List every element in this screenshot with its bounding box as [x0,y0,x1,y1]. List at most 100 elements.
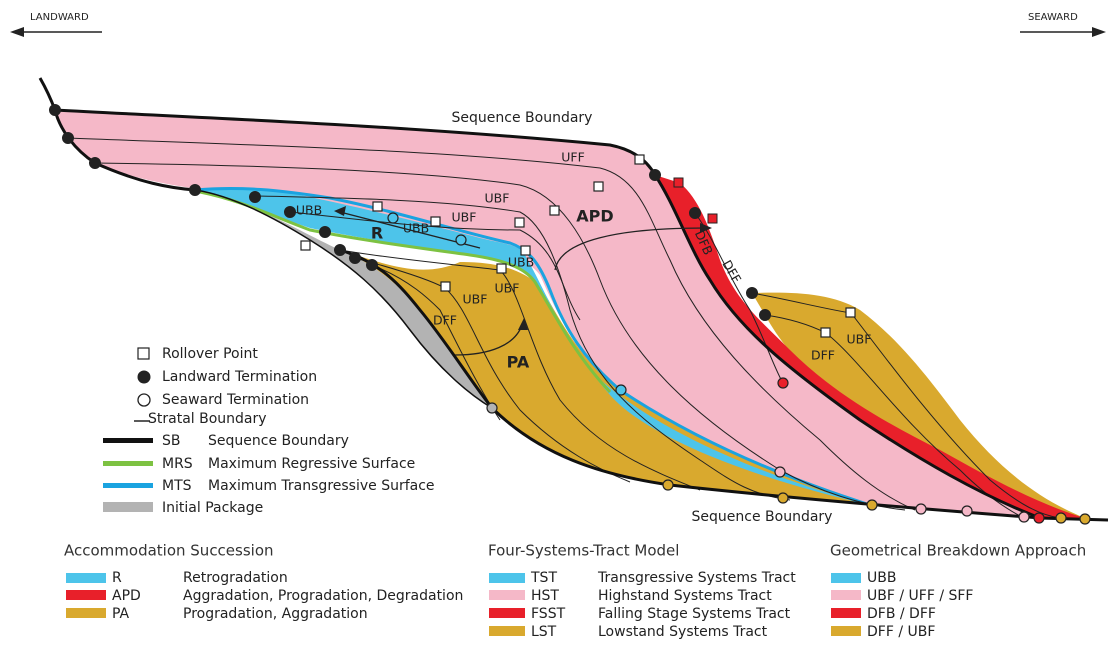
landward-termination [689,207,701,219]
seaward-termination [1055,512,1067,524]
stratal-line [289,211,581,321]
seaward-termination [662,479,674,491]
seaward-termination [915,503,927,515]
legend-text: Lowstand Systems Tract [598,624,768,640]
legend-text: Maximum Transgressive Surface [208,478,435,494]
legend-swatch [831,626,861,636]
rollover-point [845,307,856,318]
surface-label: Sequence Boundary [692,509,833,525]
stratal-line [354,257,631,483]
geometry-label: DFF [811,348,835,363]
rollover-point [514,217,525,228]
arrow-head [518,318,528,330]
seaward-termination [1079,513,1091,525]
sequence-boundary [339,248,1041,520]
landward-termination [249,191,261,203]
legend-text: Highstand Systems Tract [598,588,772,604]
direction-label: SEAWARD [1028,12,1078,23]
seaward-terminations [387,212,1091,525]
legend-symbol [137,370,151,384]
seaward-termination [387,212,399,224]
seaward-termination [486,402,498,414]
legend-text: Initial Package [162,500,263,516]
stratal-line [371,264,501,421]
seaward-termination [455,234,467,246]
legend-text: Progradation, Aggradation [183,606,368,622]
seaward-termination [1018,511,1030,523]
rollover-point [820,327,831,338]
seaward-termination [961,505,973,517]
diagram-labels: Sequence Boundary UFF UBF UBF UBB UBB R … [296,110,872,525]
seaward-termination [774,466,786,478]
landward-termination [649,169,661,181]
arrow-head [10,27,24,37]
legend-code: DFB / DFF [867,606,936,622]
arrow-head [1092,27,1106,37]
landward-termination [189,184,201,196]
rollover-point [372,201,383,212]
legend-swatch [66,573,106,583]
seaward-termination [1033,512,1045,524]
legend-swatch [489,590,525,600]
legend-text: Retrogradation [183,570,288,586]
legend-text: Sequence Boundary [208,433,349,449]
rollover-point [634,154,645,165]
legend-symbol [137,393,151,407]
legend-code: HST [531,588,559,604]
mts-surface [194,186,871,507]
rollover-point [707,213,718,224]
surface-label: Sequence Boundary [452,110,593,126]
landward-termination [759,309,771,321]
rollover-point [300,240,311,251]
succession-label: APD [576,207,613,226]
legend-code: PA [112,606,130,622]
legend-text: Aggradation, Progradation, Degradation [183,588,463,604]
succession-label: R [371,224,383,243]
legend-swatch [489,626,525,636]
rollover-points [300,154,856,338]
landward-termination [284,206,296,218]
rollover-point [430,216,441,227]
landward-termination [319,226,331,238]
landward-termination [746,287,758,299]
geometry-label: UBB [508,255,534,270]
legend-swatch [831,590,861,600]
legend-text: Rollover Point [162,346,258,362]
rollover-point [549,205,560,216]
arrow [454,324,523,356]
stratal-line [694,212,784,384]
legend-text: Falling Stage Systems Tract [598,606,791,622]
legend-symbol [103,438,153,443]
legend-code: UBF / UFF / SFF [867,588,973,604]
legend-symbol [103,502,153,512]
legend-symbol [137,347,150,360]
legend-swatch [831,608,861,618]
rollover-point [520,245,531,256]
stratal-line [94,162,906,511]
legend-swatch [831,573,861,583]
geometry-label: UBF [452,210,477,225]
geometry-legend: Geometrical Breakdown Approach UBB UBF /… [830,542,1086,641]
geometry-label: UBF [485,191,510,206]
landward-terminations [49,104,771,321]
landward-termination [62,132,74,144]
geometry-label: UBF [495,281,520,296]
landward-termination [334,244,346,256]
landward-termination [349,252,361,264]
geometry-label: UBB [403,221,429,236]
rollover-point [496,263,507,274]
geometry-label: UFF [561,150,585,165]
initial-package-base [194,189,493,409]
legend-text: Landward Termination [162,369,317,385]
legend-symbol [103,483,153,488]
legend-title: Geometrical Breakdown Approach [830,542,1086,560]
legend-code: LST [531,624,557,640]
rollover-point [673,177,684,188]
arrow [554,227,706,271]
geometry-label: UBF [847,332,872,347]
symbol-legend: Rollover Point Landward Termination Seaw… [103,346,435,516]
legend-swatch [66,590,106,600]
legend-text: Stratal Boundary [148,411,267,427]
